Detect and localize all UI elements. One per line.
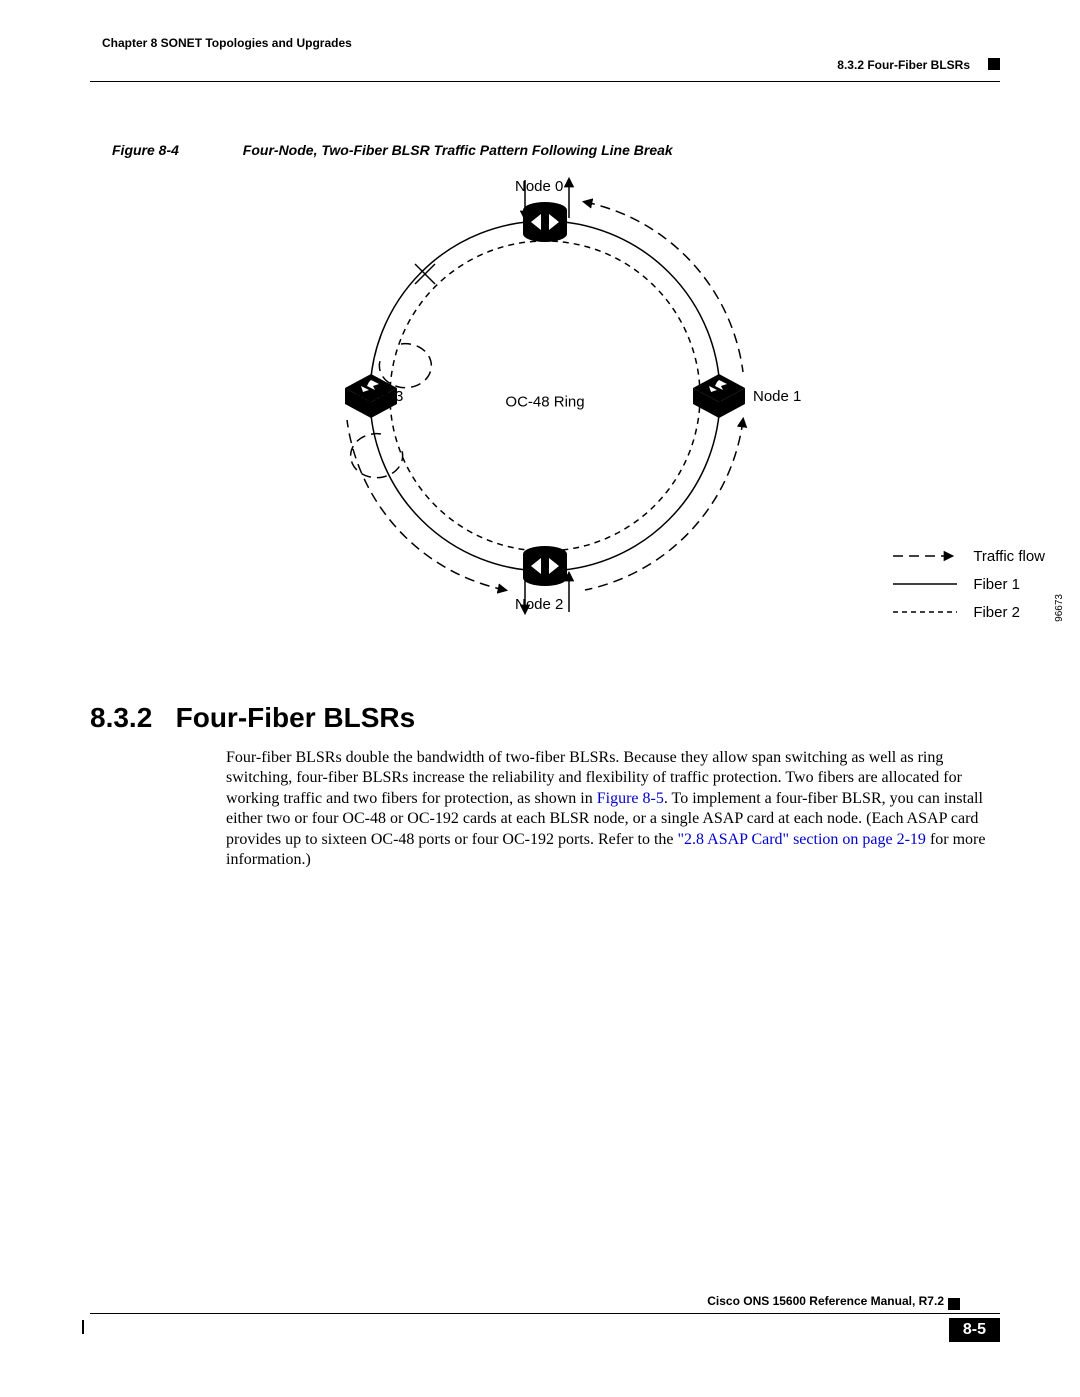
figure-block: Figure 8-4 Four-Node, Two-Fiber BLSR Tra… [90, 142, 1000, 632]
legend-fiber2: Fiber 2 [891, 598, 1045, 626]
legend-traffic-label: Traffic flow [973, 548, 1045, 565]
legend-fiber2-label: Fiber 2 [973, 604, 1020, 621]
legend-traffic-icon [891, 549, 961, 563]
ring-diagram: OC-48 Ring Node 0 Node 1 Node 2 Node 3 [225, 172, 865, 632]
node-2-label: Node 2 [515, 596, 563, 613]
page: Chapter 8 SONET Topologies and Upgrades … [0, 0, 1080, 1397]
figure-xref[interactable]: Figure 8-5 [597, 790, 664, 807]
header-marker-icon [988, 58, 1000, 70]
node-0-icon [517, 200, 573, 248]
legend-fiber1-label: Fiber 1 [973, 576, 1020, 593]
section-number: 8.3.2 [90, 702, 152, 733]
legend-fiber1: Fiber 1 [891, 570, 1045, 598]
node-3-icon [343, 372, 399, 420]
figure-number: Figure 8-4 [112, 142, 179, 158]
page-header: Chapter 8 SONET Topologies and Upgrades … [90, 36, 1000, 82]
footer-marker-icon [948, 1298, 960, 1310]
page-footer: Cisco ONS 15600 Reference Manual, R7.2 8… [90, 1313, 1000, 1353]
legend-traffic: Traffic flow [891, 542, 1045, 570]
section-title: Four-Fiber BLSRs [176, 702, 416, 733]
section-heading: 8.3.2 Four-Fiber BLSRs [90, 702, 1000, 734]
ring-center-label: OC-48 Ring [505, 394, 584, 411]
legend-fiber2-icon [891, 605, 961, 619]
node-2-icon [517, 544, 573, 592]
section-xref[interactable]: "2.8 ASAP Card" section on page 2-19 [677, 831, 925, 848]
body-paragraph: Four-fiber BLSRs double the bandwidth of… [226, 748, 1000, 871]
figure-caption: Figure 8-4 Four-Node, Two-Fiber BLSR Tra… [112, 142, 1000, 158]
header-chapter: Chapter 8 SONET Topologies and Upgrades [102, 36, 352, 50]
node-1-icon [691, 372, 747, 420]
figure-id-number: 96673 [1054, 594, 1065, 622]
footer-manual-title: Cisco ONS 15600 Reference Manual, R7.2 [707, 1294, 944, 1308]
header-section: 8.3.2 Four-Fiber BLSRs [837, 58, 970, 72]
page-number: 8-5 [949, 1318, 1000, 1342]
change-bar-icon [82, 1320, 84, 1334]
figure-title: Four-Node, Two-Fiber BLSR Traffic Patter… [243, 142, 673, 158]
legend-fiber1-icon [891, 577, 961, 591]
node-1-label: Node 1 [753, 388, 801, 405]
node-0-label: Node 0 [515, 178, 563, 195]
figure-legend: Traffic flow Fiber 1 Fiber 2 [891, 542, 1045, 626]
